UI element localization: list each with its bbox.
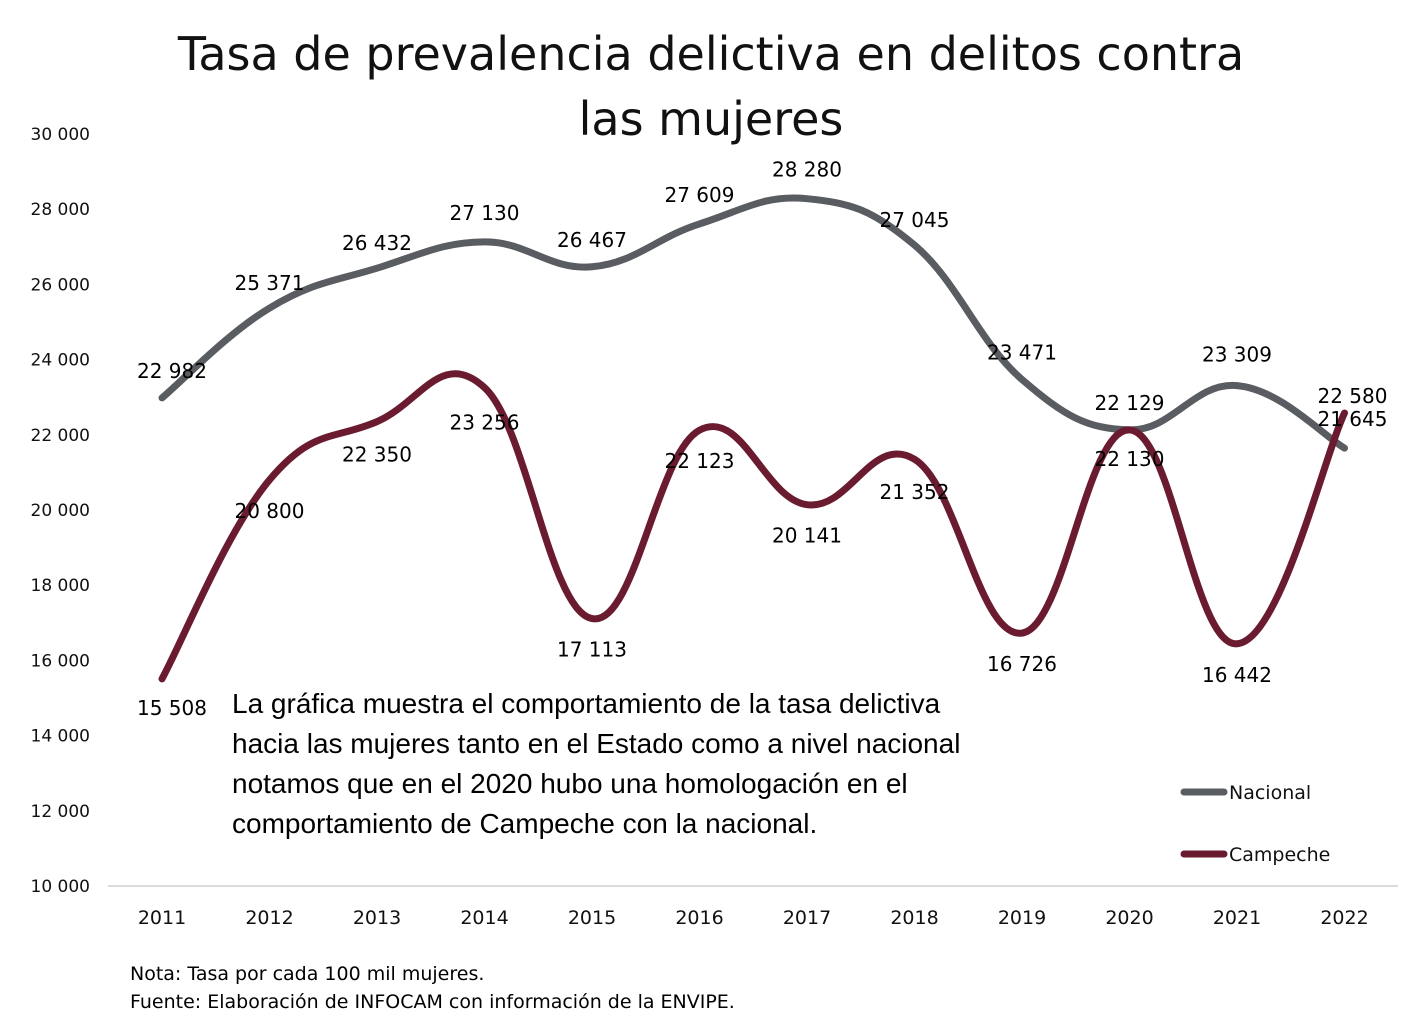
y-tick-label: 12 000: [31, 802, 90, 822]
data-label-nacional: 27 130: [450, 201, 520, 225]
x-tick-label: 2011: [138, 907, 186, 929]
data-label-campeche: 23 256: [450, 411, 520, 435]
data-label-nacional: 25 371: [235, 271, 305, 295]
data-label-nacional: 27 609: [665, 183, 735, 207]
data-label-nacional: 22 982: [137, 359, 207, 383]
y-tick-label: 14 000: [31, 727, 90, 747]
y-tick-label: 22 000: [31, 426, 90, 446]
annotation-line: hacia las mujeres tanto en el Estado com…: [232, 728, 961, 759]
x-tick-label: 2013: [353, 907, 401, 929]
y-tick-label: 20 000: [31, 501, 90, 521]
x-tick-label: 2018: [890, 907, 938, 929]
y-tick-label: 26 000: [31, 275, 90, 295]
data-label-campeche: 16 726: [987, 652, 1057, 676]
data-label-nacional: 28 280: [772, 158, 842, 182]
x-tick-label: 2016: [675, 907, 723, 929]
y-axis: 10 000 12 000 14 000 16 000 18 000 20 000 22 0…: [31, 125, 90, 897]
legend-label-campeche: Campeche: [1229, 844, 1330, 866]
annotation-line: comportamiento de Campeche con la nacion…: [232, 808, 818, 839]
annotation-text: La gráfica muestra el comportamiento de …: [232, 684, 1052, 844]
legend-label-nacional: Nacional: [1229, 782, 1311, 804]
y-tick-label: 28 000: [31, 200, 90, 220]
annotation-line: La gráfica muestra el comportamiento de …: [232, 688, 941, 719]
chart-title-line-1: Tasa de prevalencia delictiva en delitos…: [177, 27, 1244, 81]
x-tick-label: 2021: [1213, 907, 1261, 929]
data-label-nacional: 22 129: [1095, 391, 1165, 415]
data-labels: 22 982 25 371 26 432 27 130 26 467 27 609 28 2…: [137, 158, 1387, 720]
y-tick-label: 30 000: [31, 125, 90, 145]
series-line-nacional: [158, 194, 1348, 452]
data-label-campeche: 20 141: [772, 524, 842, 548]
y-tick-label: 10 000: [31, 877, 90, 897]
data-label-campeche: 22 130: [1095, 447, 1165, 471]
data-label-nacional: 26 467: [557, 228, 627, 252]
data-label-campeche: 15 508: [137, 696, 207, 720]
footnotes: Nota: Tasa por cada 100 mil mujeres. Fue…: [130, 960, 735, 1016]
data-label-nacional: 21 645: [1318, 407, 1388, 431]
data-label-campeche: 21 352: [880, 480, 950, 504]
x-tick-label: 2020: [1105, 907, 1153, 929]
legend: Nacional Campeche: [1180, 782, 1330, 866]
data-label-campeche: 17 113: [557, 638, 627, 662]
data-label-campeche: 22 580: [1318, 384, 1388, 408]
data-label-campeche: 22 350: [342, 443, 412, 467]
data-label-campeche: 16 442: [1202, 663, 1272, 687]
x-tick-label: 2015: [568, 907, 616, 929]
y-tick-label: 16 000: [31, 651, 90, 671]
annotation-line: notamos que en el 2020 hubo una homologa…: [232, 768, 908, 799]
chart-title-line-2: las mujeres: [579, 92, 844, 146]
note-text: Nota: Tasa por cada 100 mil mujeres.: [130, 963, 485, 985]
x-tick-label: 2014: [460, 907, 508, 929]
data-label-nacional: 27 045: [880, 208, 950, 232]
data-label-nacional: 26 432: [342, 231, 412, 255]
y-tick-label: 18 000: [31, 576, 90, 596]
x-tick-label: 2019: [998, 907, 1046, 929]
x-tick-label: 2017: [783, 907, 831, 929]
data-label-campeche: 22 123: [665, 449, 735, 473]
x-axis: 2011 2012 2013 2014 2015 2016 2017 2018 2019 2020…: [138, 907, 1369, 929]
y-tick-label: 24 000: [31, 351, 90, 371]
x-tick-label: 2022: [1320, 907, 1368, 929]
data-label-nacional: 23 471: [987, 340, 1057, 364]
data-label-campeche: 20 800: [235, 499, 305, 523]
data-label-nacional: 23 309: [1202, 343, 1272, 367]
series-line-campeche: [158, 370, 1348, 683]
series-lines: [158, 194, 1348, 683]
source-text: Fuente: Elaboración de INFOCAM con infor…: [130, 991, 735, 1013]
x-tick-label: 2012: [245, 907, 293, 929]
